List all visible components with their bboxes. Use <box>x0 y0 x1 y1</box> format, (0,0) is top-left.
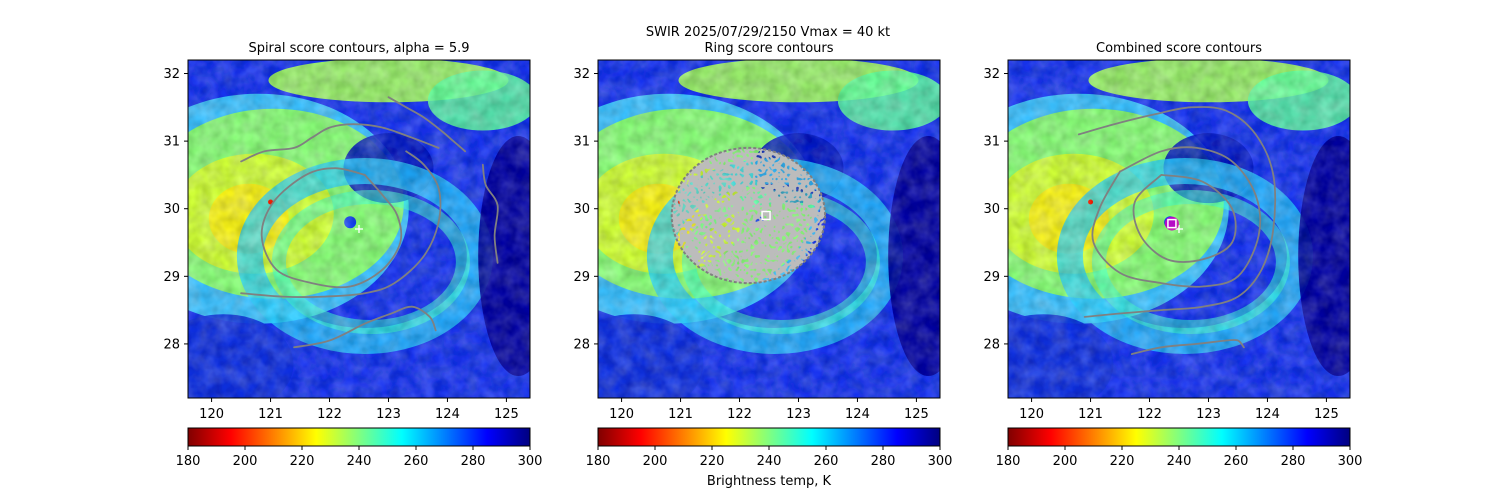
axes-frame <box>597 59 941 399</box>
colorbar: 180 200 220 240 260 280 300 <box>586 427 953 469</box>
score-contour-line <box>387 96 466 153</box>
x-tick-label: 124 <box>435 407 460 422</box>
x-tick-label: 122 <box>1137 407 1162 422</box>
y-tick-label: 28 <box>983 337 1000 352</box>
y-tick-label: 32 <box>573 67 590 82</box>
x-tick-label: 122 <box>727 407 752 422</box>
score-contour-line <box>240 123 440 163</box>
colorbar-gradient <box>597 427 941 447</box>
colorbar-gradient <box>1007 427 1351 447</box>
y-tick-label: 31 <box>573 135 590 150</box>
colorbar-tick-label: 220 <box>290 454 315 469</box>
colorbar: 180 200 220 240 260 280 300 <box>176 427 543 469</box>
colorbar-tick-label: 180 <box>996 454 1021 469</box>
x-tick-label: 122 <box>317 407 342 422</box>
axes-frame <box>1007 59 1351 399</box>
score-contour-line <box>1130 338 1245 355</box>
colorbar-label: Brightness temp, K <box>707 474 832 489</box>
x-tick-label: 121 <box>668 407 693 422</box>
brightness-field <box>1008 60 1350 398</box>
center-plus-marker <box>355 225 363 233</box>
colorbar: 180 200 220 240 260 280 300 <box>996 427 1363 469</box>
x-tick-label: 123 <box>1196 407 1221 422</box>
figure-suptitle: SWIR 2025/07/29/2150 Vmax = 40 kt <box>646 25 890 40</box>
x-tick-label: 123 <box>376 407 401 422</box>
combined-peak-spot <box>1164 216 1179 231</box>
y-tick-label: 29 <box>983 270 1000 285</box>
score-contour-line <box>1091 146 1262 288</box>
colorbar-tick-label: 300 <box>928 454 953 469</box>
score-contour-line <box>1132 174 1237 263</box>
brightness-field <box>598 60 940 398</box>
x-tick-label: 120 <box>609 407 634 422</box>
y-tick-label: 30 <box>163 202 180 217</box>
colorbar-tick-label: 180 <box>176 454 201 469</box>
x-tick-label: 120 <box>199 407 224 422</box>
panel-1: Spiral score contours, alpha = 5.9 120 121… <box>163 41 543 469</box>
colorbar-tick-label: 260 <box>404 454 429 469</box>
colorbar-tick-label: 240 <box>1167 454 1192 469</box>
x-tick-label: 125 <box>1314 407 1339 422</box>
score-contour-line <box>260 167 403 289</box>
y-tick-label: 32 <box>163 67 180 82</box>
colorbar-tick-label: 240 <box>347 454 372 469</box>
x-tick-label: 120 <box>1019 407 1044 422</box>
score-contour-line <box>293 305 437 349</box>
colorbar-tick-label: 180 <box>586 454 611 469</box>
panel-2: Ring score contours 120 121 122 123 124 125 28 2… <box>573 41 953 469</box>
ring-score-contours <box>670 146 827 285</box>
colorbar-tick-label: 260 <box>814 454 839 469</box>
score-contour-line <box>1077 106 1277 318</box>
y-tick-label: 30 <box>573 202 590 217</box>
colorbar-tick-label: 300 <box>1338 454 1363 469</box>
colorbar-tick-label: 240 <box>757 454 782 469</box>
y-tick-label: 32 <box>983 67 1000 82</box>
center-square-marker <box>1167 218 1177 229</box>
x-tick-label: 125 <box>494 407 519 422</box>
y-tick-label: 31 <box>163 135 180 150</box>
panel-title: Spiral score contours, alpha = 5.9 <box>248 41 469 56</box>
axes-frame <box>187 59 531 399</box>
colorbar-tick-label: 280 <box>1281 454 1306 469</box>
y-tick-label: 31 <box>983 135 1000 150</box>
y-tick-label: 28 <box>163 337 180 352</box>
y-tick-label: 29 <box>573 270 590 285</box>
score-contour-line <box>240 150 442 298</box>
colorbar-tick-label: 220 <box>700 454 725 469</box>
y-tick-label: 29 <box>163 270 180 285</box>
colorbar-tick-label: 200 <box>643 454 668 469</box>
x-tick-label: 124 <box>1255 407 1280 422</box>
panel-title: Combined score contours <box>1096 41 1262 56</box>
colorbar-tick-label: 280 <box>461 454 486 469</box>
colorbar-tick-label: 200 <box>233 454 258 469</box>
y-tick-label: 28 <box>573 337 590 352</box>
colorbar-tick-label: 300 <box>518 454 543 469</box>
x-tick-label: 123 <box>786 407 811 422</box>
panel-title: Ring score contours <box>704 41 833 56</box>
y-tick-label: 30 <box>983 202 1000 217</box>
score-contour-line <box>481 163 499 264</box>
x-tick-label: 121 <box>258 407 283 422</box>
x-tick-label: 121 <box>1078 407 1103 422</box>
center-square-marker <box>761 210 771 221</box>
colorbar-tick-label: 280 <box>871 454 896 469</box>
colorbar-tick-label: 200 <box>1053 454 1078 469</box>
x-tick-label: 125 <box>904 407 929 422</box>
colorbar-tick-label: 220 <box>1110 454 1135 469</box>
x-tick-label: 124 <box>845 407 870 422</box>
panel-3: Combined score contours 120 121 122 123 124 12… <box>983 41 1363 469</box>
colorbar-tick-label: 260 <box>1224 454 1249 469</box>
colorbar-gradient <box>187 427 531 447</box>
brightness-field <box>188 60 530 398</box>
